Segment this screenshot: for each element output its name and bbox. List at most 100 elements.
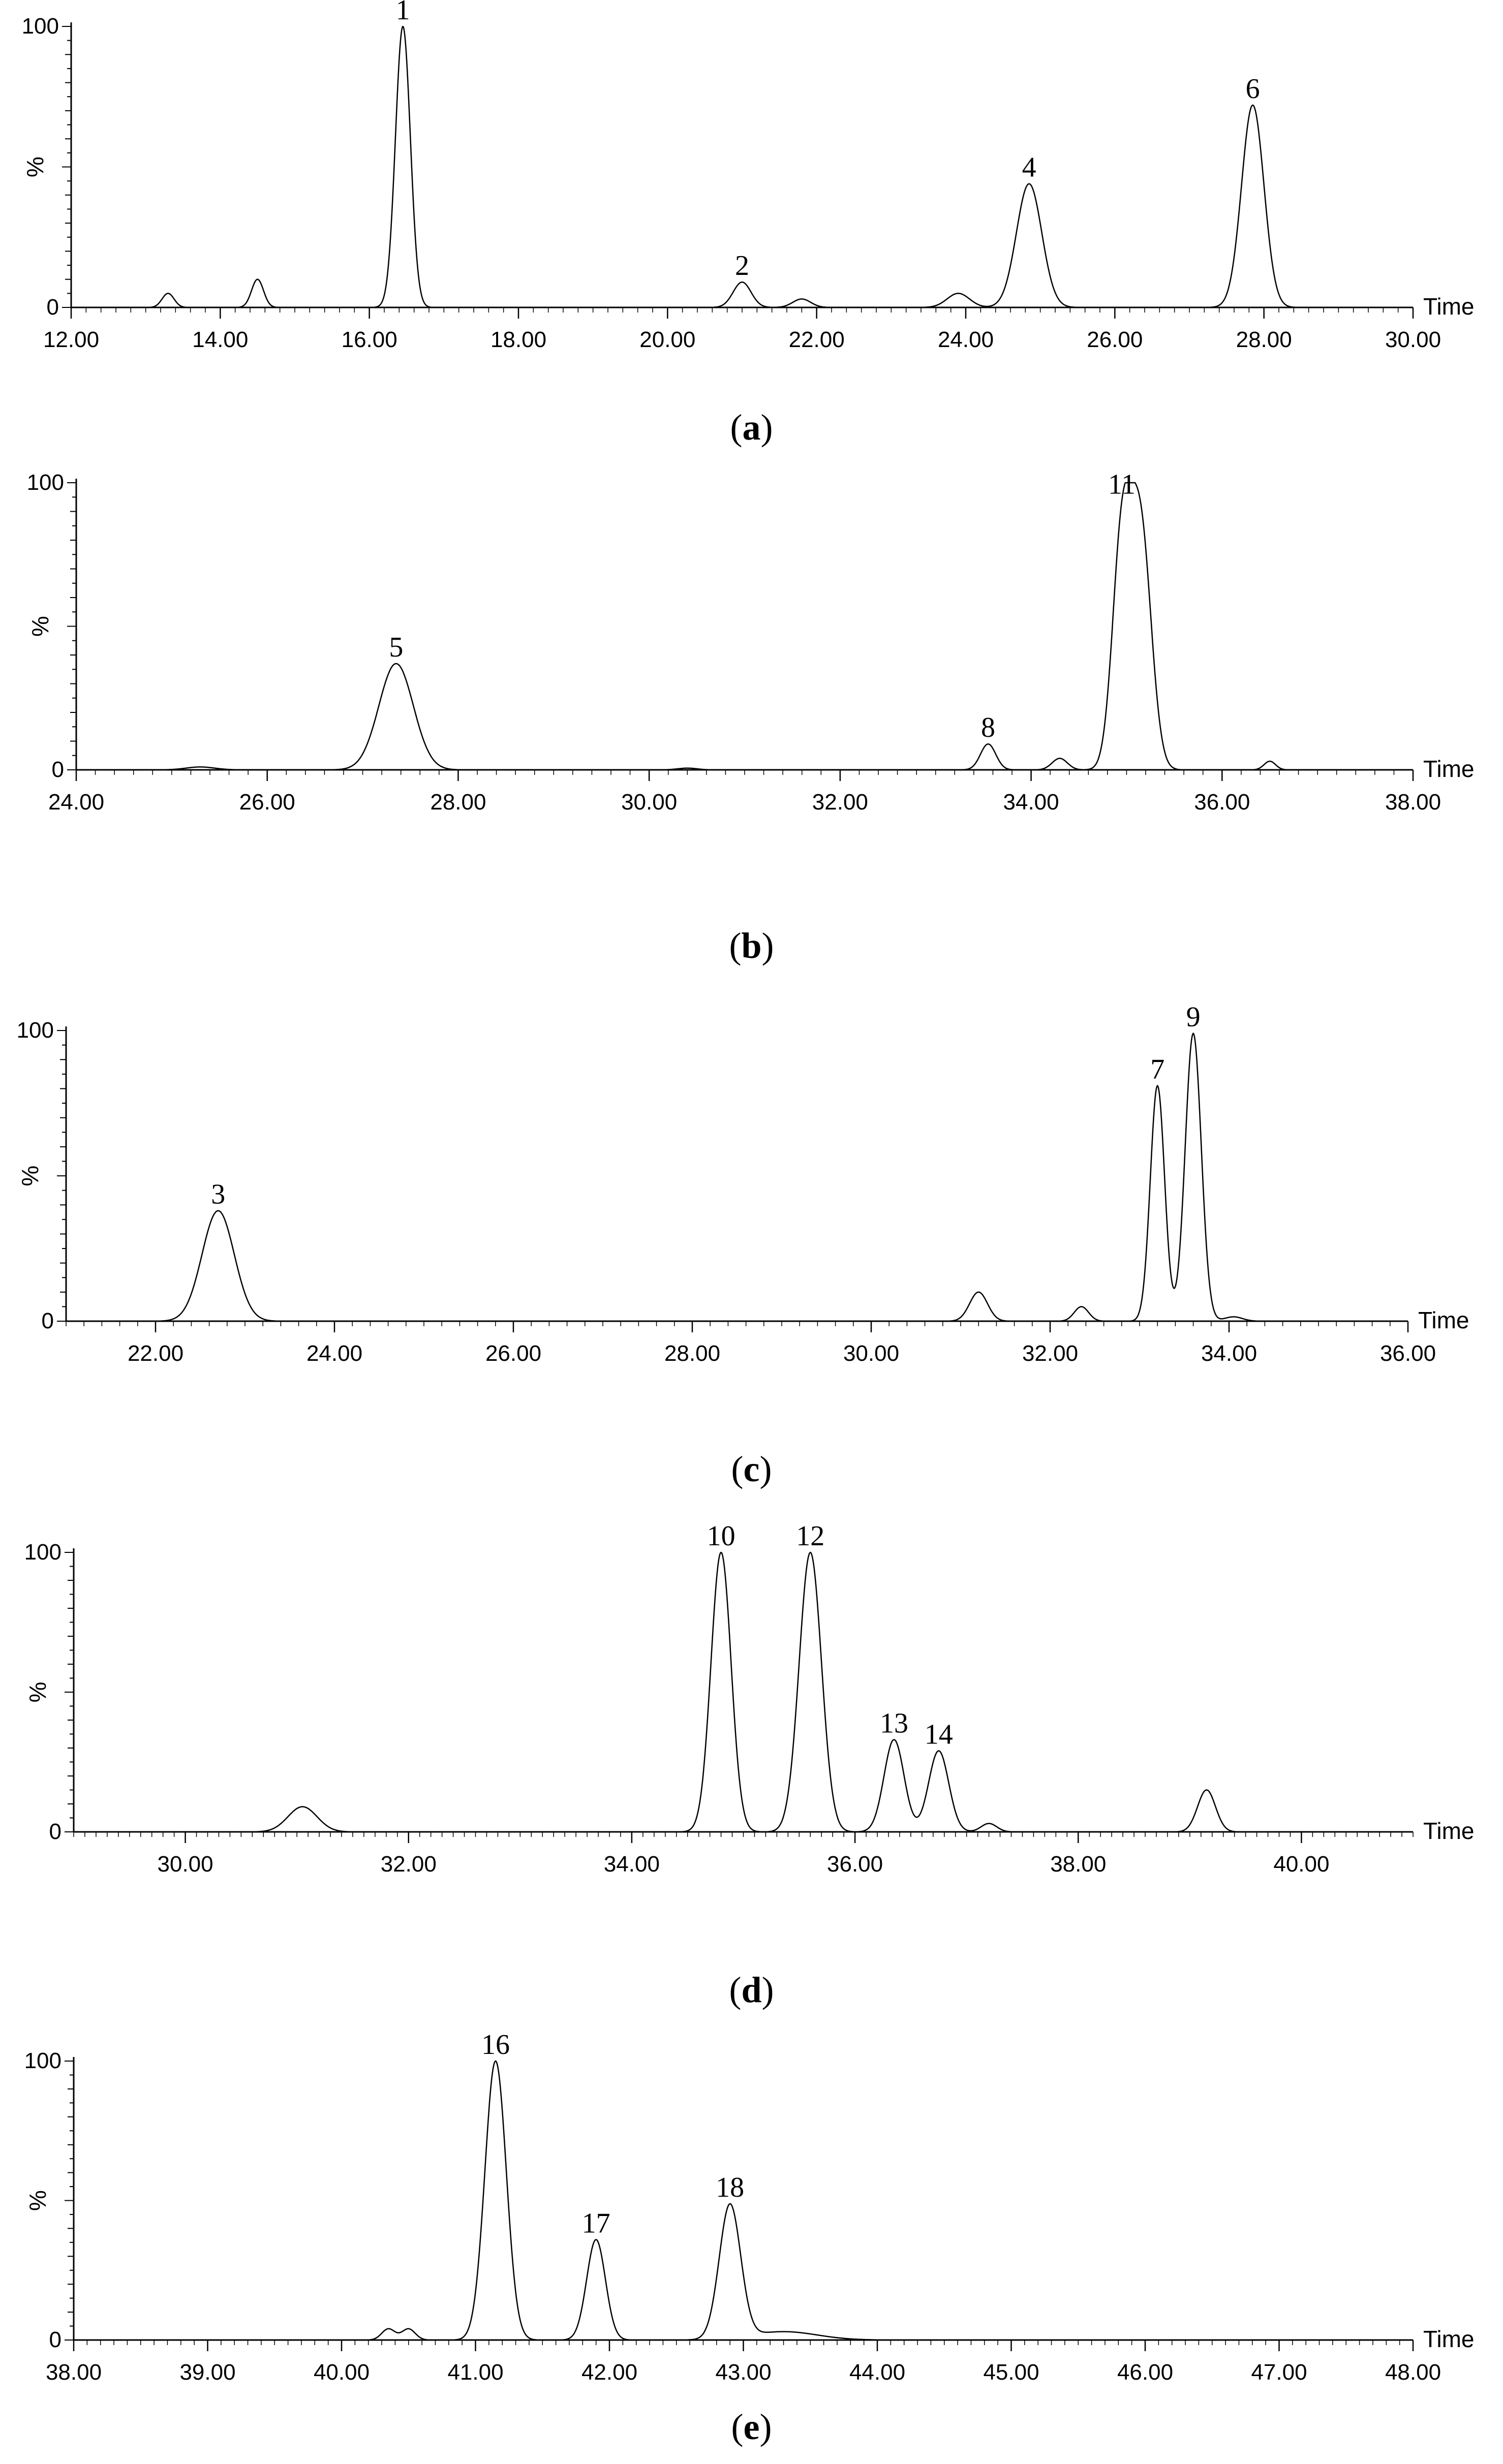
x-tick-label: 40.00 bbox=[314, 2360, 370, 2385]
x-tick-label: 44.00 bbox=[849, 2360, 905, 2385]
y-axis-label: % bbox=[27, 616, 53, 637]
x-tick-label: 38.00 bbox=[1050, 1852, 1106, 1877]
peak-label: 6 bbox=[1246, 73, 1260, 105]
x-tick-label: 40.00 bbox=[1273, 1852, 1329, 1877]
chromatogram-trace bbox=[74, 2060, 1413, 2341]
panel-caption-letter: a bbox=[742, 407, 761, 448]
chart-panel-d: 0 100% 30.00 32.00 34.00 36.00 38.00 40.00 Time 1… bbox=[24, 1520, 1475, 1877]
y-tick-label: 100 bbox=[24, 2048, 62, 2073]
panel-caption-letter: d bbox=[741, 1970, 762, 2010]
y-tick-label: 100 bbox=[22, 14, 59, 39]
x-tick-label: 30.00 bbox=[843, 1341, 899, 1366]
x-tick-label: 32.00 bbox=[812, 790, 868, 815]
x-tick-label: 22.00 bbox=[789, 327, 845, 352]
x-tick-label: 26.00 bbox=[485, 1341, 541, 1366]
x-tick-label: 36.00 bbox=[1194, 790, 1250, 815]
chromatogram-trace bbox=[76, 482, 1413, 771]
x-tick-label: 16.00 bbox=[342, 327, 397, 352]
panel-caption-letter: c bbox=[743, 1449, 760, 1489]
y-tick-label: 100 bbox=[17, 1018, 54, 1043]
x-tick-label: 24.00 bbox=[48, 790, 104, 815]
panel-caption: (e) bbox=[731, 2407, 772, 2447]
y-axis-label: % bbox=[24, 2190, 51, 2211]
x-tick-label: 28.00 bbox=[1236, 327, 1292, 352]
peak-label: 11 bbox=[1108, 469, 1136, 501]
peak-label: 7 bbox=[1150, 1054, 1164, 1085]
y-axis-label: % bbox=[24, 1682, 51, 1703]
y-tick-label: 100 bbox=[27, 470, 64, 495]
x-tick-label: 24.00 bbox=[306, 1341, 362, 1366]
panel-caption: (a) bbox=[730, 407, 773, 448]
chromatogram-trace bbox=[74, 1551, 1413, 1833]
panel-caption-letter: b bbox=[741, 925, 762, 966]
x-tick-label: 32.00 bbox=[381, 1852, 437, 1877]
x-tick-label: 28.00 bbox=[664, 1341, 720, 1366]
x-tick-label: 32.00 bbox=[1022, 1341, 1078, 1366]
panel-caption: (b) bbox=[729, 925, 774, 966]
x-axis-label: Time bbox=[1423, 756, 1475, 782]
peak-label: 14 bbox=[925, 1719, 953, 1750]
x-tick-label: 26.00 bbox=[239, 790, 295, 815]
peak-label: 2 bbox=[735, 250, 749, 282]
chart-panel-c: 0 100% 22.00 24.00 26.00 28.00 30.00 32.00 34.00… bbox=[17, 1002, 1469, 1366]
x-tick-label: 34.00 bbox=[1003, 790, 1059, 815]
x-tick-label: 34.00 bbox=[604, 1852, 660, 1877]
x-tick-label: 46.00 bbox=[1117, 2360, 1173, 2385]
x-tick-label: 14.00 bbox=[192, 327, 248, 352]
y-tick-label: 0 bbox=[47, 295, 59, 320]
panel-caption-letter: e bbox=[743, 2407, 760, 2447]
peak-label: 3 bbox=[211, 1179, 225, 1210]
x-tick-label: 12.00 bbox=[43, 327, 99, 352]
peak-label: 9 bbox=[1186, 1002, 1201, 1033]
y-tick-label: 0 bbox=[42, 1308, 54, 1333]
x-tick-label: 36.00 bbox=[1380, 1341, 1436, 1366]
x-tick-label: 36.00 bbox=[827, 1852, 883, 1877]
peak-label: 4 bbox=[1022, 152, 1036, 183]
x-tick-label: 39.00 bbox=[179, 2360, 235, 2385]
x-tick-label: 47.00 bbox=[1251, 2360, 1307, 2385]
peak-label: 18 bbox=[716, 2172, 744, 2203]
peak-label: 5 bbox=[389, 632, 403, 663]
x-tick-label: 41.00 bbox=[447, 2360, 503, 2385]
y-axis-label: % bbox=[22, 157, 48, 177]
peak-label: 13 bbox=[880, 1707, 908, 1739]
x-tick-label: 45.00 bbox=[983, 2360, 1039, 2385]
x-tick-label: 26.00 bbox=[1087, 327, 1143, 352]
x-axis-label: Time bbox=[1423, 293, 1475, 320]
x-axis-label: Time bbox=[1423, 2326, 1475, 2352]
peak-label: 8 bbox=[981, 712, 995, 743]
peak-label: 1 bbox=[396, 0, 410, 26]
x-tick-label: 43.00 bbox=[715, 2360, 771, 2385]
x-tick-label: 30.00 bbox=[158, 1852, 213, 1877]
peak-label: 10 bbox=[707, 1520, 735, 1552]
panel-caption: (c) bbox=[731, 1449, 772, 1489]
chromatogram-trace bbox=[71, 25, 1413, 308]
x-tick-label: 38.00 bbox=[46, 2360, 102, 2385]
peak-label: 16 bbox=[481, 2029, 510, 2061]
y-axis-label: % bbox=[17, 1166, 43, 1187]
y-tick-label: 100 bbox=[24, 1540, 62, 1565]
x-tick-label: 22.00 bbox=[128, 1341, 183, 1366]
x-tick-label: 30.00 bbox=[1385, 327, 1441, 352]
peak-label: 12 bbox=[796, 1520, 824, 1552]
x-axis-label: Time bbox=[1423, 1818, 1475, 1844]
x-tick-label: 30.00 bbox=[621, 790, 677, 815]
y-tick-label: 0 bbox=[52, 757, 64, 782]
x-tick-label: 34.00 bbox=[1201, 1341, 1257, 1366]
chart-panel-b: 0 100% 24.00 26.00 28.00 30.00 32.00 34.00 36.00… bbox=[27, 469, 1475, 815]
chart-panel-e: 0 100% 38.00 39.00 40.00 41.00 42.00 43.00 44.00… bbox=[24, 2029, 1475, 2385]
y-tick-label: 0 bbox=[49, 2327, 62, 2352]
y-tick-label: 0 bbox=[49, 1819, 62, 1844]
x-axis-label: Time bbox=[1418, 1307, 1469, 1333]
chart-panel-a: 0 100% 12.00 14.00 16.00 18.00 20.00 22.00 24.00… bbox=[22, 0, 1475, 352]
x-tick-label: 20.00 bbox=[639, 327, 695, 352]
x-tick-label: 38.00 bbox=[1385, 790, 1441, 815]
x-tick-label: 24.00 bbox=[938, 327, 994, 352]
panel-caption: (d) bbox=[729, 1970, 774, 2010]
x-tick-label: 48.00 bbox=[1385, 2360, 1441, 2385]
x-tick-label: 42.00 bbox=[581, 2360, 637, 2385]
x-tick-label: 28.00 bbox=[430, 790, 486, 815]
peak-label: 17 bbox=[582, 2207, 610, 2239]
